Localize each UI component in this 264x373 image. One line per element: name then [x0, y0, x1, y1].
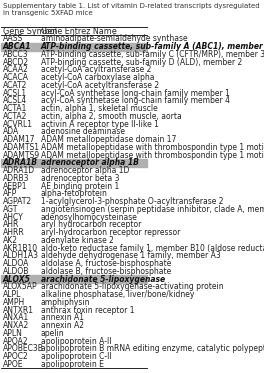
Text: APOBEC3B: APOBEC3B [3, 344, 44, 353]
Text: ATP-binding cassette, sub-family C (CFTR/MRP), member 3: ATP-binding cassette, sub-family C (CFTR… [41, 50, 264, 59]
Text: ALDOB: ALDOB [3, 267, 29, 276]
Text: ALDOA: ALDOA [3, 259, 29, 268]
Text: AEBP1: AEBP1 [3, 182, 27, 191]
Text: alpha-fetoprotein: alpha-fetoprotein [41, 189, 107, 198]
Bar [1, 275, 147, 283]
Text: AK2: AK2 [3, 236, 18, 245]
Text: APOA2: APOA2 [3, 336, 29, 346]
Text: AASS: AASS [3, 34, 23, 43]
Text: ALOX5: ALOX5 [3, 275, 31, 283]
Text: Supplementary table 1. List of vitamin D-related transcripts dysregulated in tra: Supplementary table 1. List of vitamin D… [3, 3, 260, 16]
Text: ADRB3: ADRB3 [3, 174, 29, 183]
Text: AGT: AGT [3, 205, 18, 214]
Text: AHCY: AHCY [3, 213, 23, 222]
Text: ABCC3: ABCC3 [3, 50, 29, 59]
Text: Gene Entrez Name: Gene Entrez Name [41, 27, 116, 36]
Text: aryl-hydrocarbon receptor repressor: aryl-hydrocarbon receptor repressor [41, 228, 180, 237]
Text: acetyl-CoA acetyltransferase 2: acetyl-CoA acetyltransferase 2 [41, 81, 159, 90]
Text: aldolase A, fructose-bisphosphate: aldolase A, fructose-bisphosphate [41, 259, 171, 268]
Text: adrenoceptor alpha 1D: adrenoceptor alpha 1D [41, 166, 129, 175]
Text: arachidonate 5-lipoxygenase-activating protein: arachidonate 5-lipoxygenase-activating p… [41, 282, 223, 291]
Text: AKR1B10: AKR1B10 [3, 244, 38, 253]
Text: aldehyde dehydrogenase 1 family, member A3: aldehyde dehydrogenase 1 family, member … [41, 251, 220, 260]
Text: activin A receptor type II-like 1: activin A receptor type II-like 1 [41, 120, 158, 129]
Text: anthrax toxin receptor 1: anthrax toxin receptor 1 [41, 305, 134, 314]
Text: ADAM metallopeptidase with thrombospondin type 1 motif, 9: ADAM metallopeptidase with thrombospondi… [41, 151, 264, 160]
Text: ADAM metallopeptidase with thrombospondin type 1 motif, 1: ADAM metallopeptidase with thrombospondi… [41, 143, 264, 152]
Text: aldolase B, fructose-bisphosphate: aldolase B, fructose-bisphosphate [41, 267, 171, 276]
Text: APLN: APLN [3, 329, 23, 338]
Text: APOC2: APOC2 [3, 352, 29, 361]
Text: acetyl-CoA carboxylase alpha: acetyl-CoA carboxylase alpha [41, 73, 154, 82]
Text: apolipoprotein B mRNA editing enzyme, catalytic polypeptide-like 3B: apolipoprotein B mRNA editing enzyme, ca… [41, 344, 264, 353]
Text: AHRR: AHRR [3, 228, 25, 237]
Text: ACTA2: ACTA2 [3, 112, 27, 121]
Text: ACAA2: ACAA2 [3, 65, 29, 75]
Text: ALDH1A3: ALDH1A3 [3, 251, 39, 260]
Text: ACSL1: ACSL1 [3, 89, 27, 98]
Text: acyl-CoA synthetase long-chain family member 4: acyl-CoA synthetase long-chain family me… [41, 96, 230, 106]
Text: ADAM17: ADAM17 [3, 135, 35, 144]
Text: 1-acylglycerol-3-phosphate O-acyltransferase 2: 1-acylglycerol-3-phosphate O-acyltransfe… [41, 197, 223, 206]
Text: annexin A2: annexin A2 [41, 321, 84, 330]
Text: acetyl-CoA acyltransferase 2: acetyl-CoA acyltransferase 2 [41, 65, 151, 75]
Text: ADAMTS9: ADAMTS9 [3, 151, 40, 160]
Text: ACTA1: ACTA1 [3, 104, 27, 113]
Bar [1, 159, 147, 167]
Text: adenosylhomocysteinase: adenosylhomocysteinase [41, 213, 138, 222]
Text: AGPAT2: AGPAT2 [3, 197, 32, 206]
Text: aminoadipate-semialdehyde synthase: aminoadipate-semialdehyde synthase [41, 34, 187, 43]
Bar [1, 43, 147, 51]
Text: adrenoceptor beta 3: adrenoceptor beta 3 [41, 174, 119, 183]
Text: AMPH: AMPH [3, 298, 25, 307]
Text: AFP: AFP [3, 189, 17, 198]
Text: APOE: APOE [3, 360, 23, 369]
Text: ACVRL1: ACVRL1 [3, 120, 33, 129]
Text: ANXA1: ANXA1 [3, 313, 29, 322]
Text: ADAMTS1: ADAMTS1 [3, 143, 40, 152]
Text: AHR: AHR [3, 220, 19, 229]
Text: aryl hydrocarbon receptor: aryl hydrocarbon receptor [41, 220, 141, 229]
Text: ATP-binding cassette, sub-family D (ALD), member 2: ATP-binding cassette, sub-family D (ALD)… [41, 58, 242, 67]
Text: arachidonate 5-lipoxygenase: arachidonate 5-lipoxygenase [41, 275, 165, 283]
Text: ACAT2: ACAT2 [3, 81, 27, 90]
Text: adenosine deaminase: adenosine deaminase [41, 128, 125, 137]
Text: alkaline phosphatase, liver/bone/kidney: alkaline phosphatase, liver/bone/kidney [41, 290, 194, 299]
Text: ALPL: ALPL [3, 290, 21, 299]
Text: ADAM metallopeptidase domain 17: ADAM metallopeptidase domain 17 [41, 135, 176, 144]
Text: apolipoprotein E: apolipoprotein E [41, 360, 103, 369]
Text: actin, alpha 2, smooth muscle, aorta: actin, alpha 2, smooth muscle, aorta [41, 112, 181, 121]
Text: ABCA1: ABCA1 [3, 42, 31, 51]
Text: ADRA1D: ADRA1D [3, 166, 35, 175]
Text: AE binding protein 1: AE binding protein 1 [41, 182, 119, 191]
Text: adenylate kinase 2: adenylate kinase 2 [41, 236, 114, 245]
Text: aldo-keto reductase family 1, member B10 (aldose reductase): aldo-keto reductase family 1, member B10… [41, 244, 264, 253]
Text: ALOX5AP: ALOX5AP [3, 282, 37, 291]
Text: angiotensinogen (serpin peptidase inhibitor, clade A, member 8): angiotensinogen (serpin peptidase inhibi… [41, 205, 264, 214]
Text: Gene Symbol: Gene Symbol [3, 27, 57, 36]
Text: acyl-CoA synthetase long-chain family member 1: acyl-CoA synthetase long-chain family me… [41, 89, 229, 98]
Text: apolipoprotein C-II: apolipoprotein C-II [41, 352, 111, 361]
Text: ANTXR1: ANTXR1 [3, 305, 34, 314]
Text: ABCD2: ABCD2 [3, 58, 29, 67]
Text: ADA: ADA [3, 128, 19, 137]
Text: ACSL4: ACSL4 [3, 96, 27, 106]
Text: ACACA: ACACA [3, 73, 29, 82]
Text: ATP-binding cassette, sub-family A (ABC1), member 1: ATP-binding cassette, sub-family A (ABC1… [41, 42, 264, 51]
Text: annexin A1: annexin A1 [41, 313, 84, 322]
Text: ANXA2: ANXA2 [3, 321, 29, 330]
Text: apolipoprotein A-II: apolipoprotein A-II [41, 336, 111, 346]
Text: adrenoceptor alpha 1B: adrenoceptor alpha 1B [41, 159, 139, 167]
Text: ADRA1B: ADRA1B [3, 159, 38, 167]
Text: apelin: apelin [41, 329, 64, 338]
Text: actin, alpha 1, skeletal muscle: actin, alpha 1, skeletal muscle [41, 104, 157, 113]
Text: amphiphysin: amphiphysin [41, 298, 90, 307]
